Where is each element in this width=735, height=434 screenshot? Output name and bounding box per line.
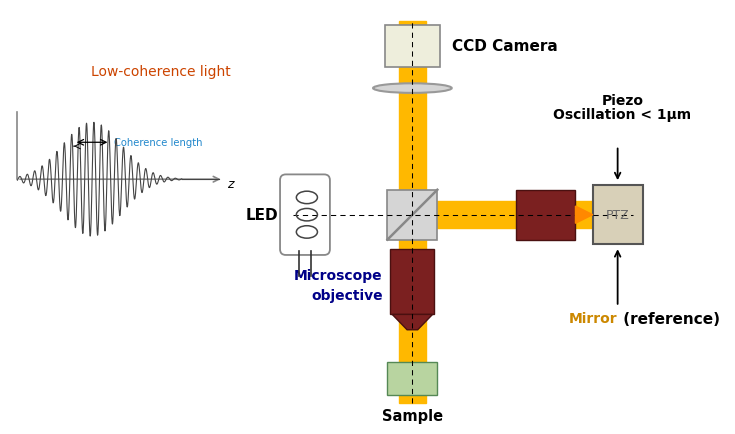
Text: Sample: Sample xyxy=(381,408,443,424)
Text: (reference): (reference) xyxy=(617,311,720,326)
Polygon shape xyxy=(392,315,432,330)
Bar xyxy=(437,202,625,229)
Bar xyxy=(384,26,440,68)
Bar xyxy=(390,250,434,315)
Text: Piezo: Piezo xyxy=(601,94,643,108)
Text: LED: LED xyxy=(245,208,278,223)
Bar xyxy=(387,190,437,240)
Polygon shape xyxy=(399,330,426,359)
Text: CCD Camera: CCD Camera xyxy=(452,39,557,54)
Text: objective: objective xyxy=(311,288,383,302)
Bar xyxy=(516,190,576,240)
Text: z: z xyxy=(227,177,234,190)
Bar xyxy=(387,362,437,395)
Text: PTZ: PTZ xyxy=(606,209,629,222)
FancyBboxPatch shape xyxy=(280,175,330,255)
Text: Microscope: Microscope xyxy=(294,269,383,283)
Text: Mirror: Mirror xyxy=(569,311,617,325)
Bar xyxy=(592,185,642,245)
Ellipse shape xyxy=(373,84,452,94)
Text: Low-coherence light: Low-coherence light xyxy=(91,66,231,79)
Text: Oscillation < 1μm: Oscillation < 1μm xyxy=(553,108,692,122)
Text: Coherence length: Coherence length xyxy=(114,138,203,148)
Polygon shape xyxy=(576,207,592,224)
Bar xyxy=(399,22,426,403)
